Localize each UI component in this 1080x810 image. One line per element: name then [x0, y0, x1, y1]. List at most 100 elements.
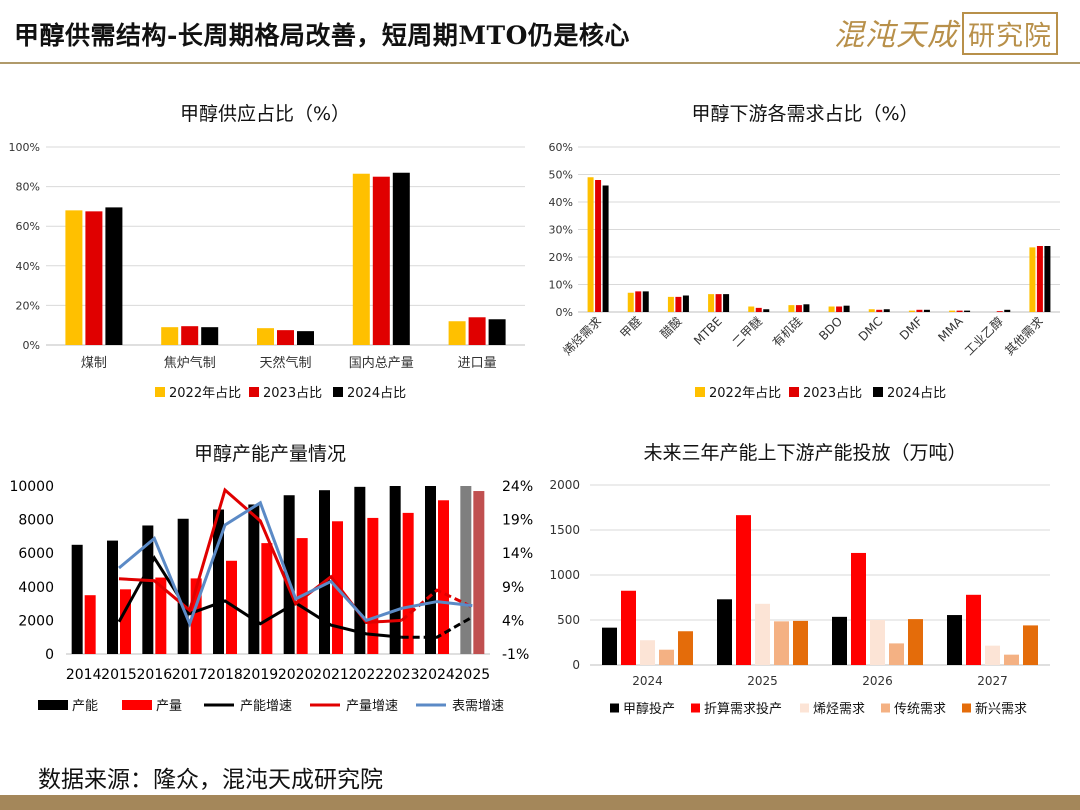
supply-bar-1-1	[181, 326, 199, 345]
demand-ytick-0: 0%	[556, 306, 573, 319]
capacity-ytick-right-1: 4%	[502, 613, 524, 629]
future-legend-swatch-0	[610, 703, 619, 713]
demand-bar-11-0	[1029, 247, 1036, 312]
capacity-bar-9-1	[402, 512, 414, 654]
future-ytick-3: 1500	[549, 523, 580, 537]
capacity-xtick-3: 2017	[172, 667, 208, 683]
future-bar-1-4	[793, 620, 808, 665]
demand-bar-6-1	[836, 306, 843, 312]
future-legend-label-0: 甲醇投产	[623, 701, 675, 717]
future-bar-2-0	[832, 616, 847, 665]
demand-bar-0-2	[602, 185, 609, 312]
capacity-bar-9-0	[389, 486, 401, 654]
future-legend-swatch-3	[881, 703, 890, 713]
demand-xtick-0: 烯烃需求	[560, 314, 604, 358]
demand-chart-title: 甲醇下游各需求占比（%）	[691, 103, 918, 125]
demand-bar-11-2	[1044, 246, 1051, 312]
demand-bar-11-1	[1036, 246, 1043, 312]
capacity-ytick-right-0: -1%	[502, 647, 529, 663]
demand-legend-label-2: 2024占比	[887, 386, 946, 401]
capacity-xtick-10: 2024	[419, 667, 455, 683]
demand-ytick-1: 10%	[549, 279, 573, 292]
footer-bar	[0, 795, 1080, 810]
future-bar-1-2	[755, 603, 770, 665]
demand-bar-1-0	[627, 292, 634, 312]
supply-bar-2-0	[257, 328, 274, 345]
demand-bar-7-1	[876, 309, 883, 312]
brand-logo: 混沌天成 研究院	[834, 10, 1058, 55]
demand-xtick-3: MTBE	[691, 314, 725, 348]
supply-legend-label-1: 2023占比	[263, 386, 322, 401]
capacity-bar-3-0	[177, 518, 189, 654]
demand-bar-2-0	[667, 296, 674, 312]
supply-ytick-3: 60%	[16, 220, 40, 233]
demand-bar-10-2	[1004, 309, 1011, 312]
supply-xtick-4: 进口量	[458, 356, 497, 371]
capacity-xtick-6: 2020	[278, 667, 314, 683]
capacity-legend-label-4: 表需增速	[452, 699, 504, 714]
demand-xtick-11: 其他需求	[1002, 314, 1046, 358]
future-legend-label-1: 折算需求投产	[704, 701, 782, 717]
logo-main-text: 混沌天成	[834, 18, 958, 53]
demand-ytick-5: 50%	[549, 169, 573, 182]
supply-legend-label-0: 2022年占比	[169, 386, 241, 401]
supply-ytick-4: 80%	[16, 181, 40, 194]
demand-chart-svg: 甲醇下游各需求占比（%） 0% 10% 20% 30% 40% 50% 60% 烯烃需求 甲醛 醋酸…	[549, 103, 1060, 401]
demand-xtick-5: 有机硅	[770, 314, 805, 349]
supply-bar-2-1	[277, 330, 294, 345]
future-ytick-2: 1000	[549, 568, 580, 582]
demand-bar-7-0	[868, 309, 875, 312]
future-bar-3-3	[1004, 654, 1019, 665]
demand-ytick-6: 60%	[549, 141, 573, 154]
capacity-ytick-left-5: 10000	[9, 479, 54, 495]
capacity-bar-11-1	[473, 491, 485, 654]
header-divider	[0, 62, 1080, 64]
capacity-ytick-right-4: 19%	[502, 513, 533, 529]
supply-bar-4-0	[448, 321, 466, 345]
capacity-bar-1-1	[120, 589, 131, 654]
capacity-bar-8-0	[354, 486, 366, 654]
capacity-xtick-0: 2014	[66, 667, 102, 683]
data-source-note: 数据来源：隆众，混沌天成研究院	[38, 767, 383, 793]
page-title: 甲醇供需结构-长周期格局改善，短周期MTO仍是核心	[14, 21, 630, 50]
future-legend-label-2: 烯烃需求	[813, 702, 865, 717]
demand-bar-8-0	[908, 310, 915, 312]
capacity-ytick-right-2: 9%	[502, 580, 524, 596]
demand-bar-4-0	[748, 306, 755, 312]
supply-xtick-1: 焦炉气制	[164, 355, 216, 371]
capacity-ytick-left-1: 2000	[18, 613, 54, 629]
future-xtick-1: 2025	[747, 674, 778, 688]
capacity-xtick-11: 2025	[455, 667, 491, 683]
future-bar-2-1	[851, 552, 866, 665]
capacity-bar-5-1	[261, 543, 273, 654]
demand-bar-1-1	[635, 291, 642, 312]
demand-ytick-4: 40%	[549, 196, 573, 209]
capacity-bar-0-1	[84, 595, 96, 654]
future-bar-0-2	[640, 640, 655, 665]
capacity-ytick-left-3: 6000	[18, 546, 54, 562]
capacity-bar-4-0	[213, 509, 224, 654]
demand-bar-6-0	[828, 306, 835, 312]
supply-bar-1-0	[161, 327, 179, 345]
demand-bar-3-2	[723, 294, 730, 312]
demand-bar-9-2	[964, 310, 971, 312]
future-xtick-3: 2027	[977, 674, 1008, 688]
future-bar-3-1	[966, 594, 981, 665]
demand-xtick-8: DMF	[897, 314, 926, 343]
future-bar-0-0	[602, 627, 617, 665]
capacity-chart: 甲醇产能产量情况 0 2000 4000 6000 8000 10000 -1% 4% 9% 14%…	[0, 430, 540, 730]
demand-bar-10-1	[996, 311, 1003, 312]
supply-bar-4-1	[468, 317, 486, 345]
demand-bar-6-2	[843, 305, 850, 312]
demand-bar-8-2	[923, 309, 930, 312]
capacity-bar-0-0	[71, 544, 83, 654]
demand-bar-9-1	[956, 310, 963, 312]
future-ytick-4: 2000	[549, 478, 580, 492]
demand-bar-3-0	[708, 294, 715, 312]
supply-bar-0-0	[65, 210, 83, 345]
future-chart-svg: 未来三年产能上下游产能投放（万吨） 0 500 1000 1500 2000 2024 202…	[549, 442, 1050, 717]
demand-bar-3-1	[715, 294, 722, 312]
capacity-ytick-right-3: 14%	[502, 546, 533, 562]
supply-bar-4-2	[488, 319, 506, 345]
future-bar-2-4	[908, 619, 923, 665]
